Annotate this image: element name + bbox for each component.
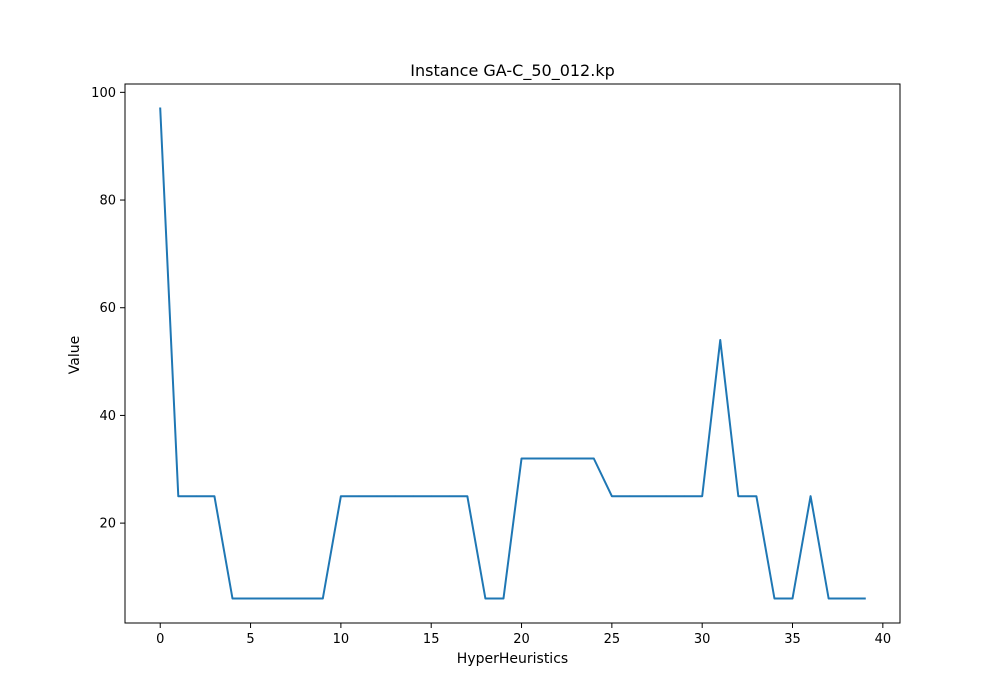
x-tick-label: 35 bbox=[784, 632, 801, 647]
data-point bbox=[647, 495, 649, 497]
data-point bbox=[592, 457, 595, 460]
x-tick-label: 25 bbox=[604, 632, 621, 647]
data-point bbox=[430, 495, 433, 497]
data-point bbox=[683, 495, 685, 497]
data-point bbox=[701, 495, 703, 497]
data-point bbox=[737, 495, 740, 497]
series-line-0 bbox=[159, 107, 866, 600]
data-point bbox=[502, 597, 505, 600]
x-tick-label: 5 bbox=[246, 632, 254, 647]
data-point bbox=[412, 495, 414, 497]
data-point bbox=[231, 597, 234, 600]
data-point bbox=[665, 495, 667, 497]
x-tick-label: 0 bbox=[156, 632, 164, 647]
data-point bbox=[755, 495, 758, 497]
data-point bbox=[358, 495, 360, 497]
data-point bbox=[791, 597, 794, 600]
y-tick-label: 80 bbox=[99, 194, 116, 209]
data-point bbox=[863, 597, 866, 600]
x-tick-label: 15 bbox=[423, 632, 440, 647]
y-axis-ticks: 20 40 60 80 100 bbox=[91, 86, 125, 532]
x-axis-label: HyperHeuristics bbox=[457, 651, 568, 667]
data-point bbox=[249, 597, 252, 600]
data-point bbox=[394, 495, 396, 497]
data-point bbox=[629, 495, 631, 497]
data-point bbox=[322, 597, 324, 600]
axes-frame bbox=[124, 83, 901, 624]
x-tick-label: 10 bbox=[333, 632, 350, 647]
data-point bbox=[611, 495, 613, 497]
data-point bbox=[466, 495, 469, 497]
data-point bbox=[376, 495, 378, 497]
data-point bbox=[267, 597, 270, 600]
data-point bbox=[556, 457, 559, 460]
chart-title: Instance GA-C_50_012.kp bbox=[410, 61, 614, 81]
data-point bbox=[303, 597, 306, 600]
y-axis-label: Value bbox=[67, 336, 83, 374]
data-point bbox=[809, 495, 812, 497]
y-tick-label: 20 bbox=[99, 517, 116, 532]
y-tick-label: 60 bbox=[99, 301, 116, 316]
x-tick-label: 20 bbox=[513, 632, 530, 647]
data-point bbox=[285, 597, 288, 600]
data-point bbox=[827, 597, 830, 600]
x-tick-label: 40 bbox=[875, 632, 892, 647]
data-point bbox=[773, 597, 776, 600]
data-point bbox=[845, 597, 848, 600]
plot-area bbox=[124, 83, 901, 624]
y-tick-label: 100 bbox=[91, 86, 116, 101]
data-point bbox=[340, 495, 342, 497]
data-point bbox=[159, 107, 162, 110]
data-point bbox=[520, 457, 523, 460]
x-tick-label: 30 bbox=[694, 632, 711, 647]
data-point bbox=[213, 495, 216, 497]
data-point bbox=[538, 457, 541, 460]
data-point bbox=[448, 495, 451, 497]
data-point bbox=[484, 597, 487, 600]
data-point bbox=[177, 495, 180, 497]
data-point bbox=[195, 495, 198, 497]
y-tick-label: 40 bbox=[99, 409, 116, 424]
data-point bbox=[574, 457, 577, 460]
x-axis-ticks: 0 5 10 15 20 25 30 35 40 bbox=[156, 623, 891, 647]
data-point bbox=[719, 339, 722, 341]
